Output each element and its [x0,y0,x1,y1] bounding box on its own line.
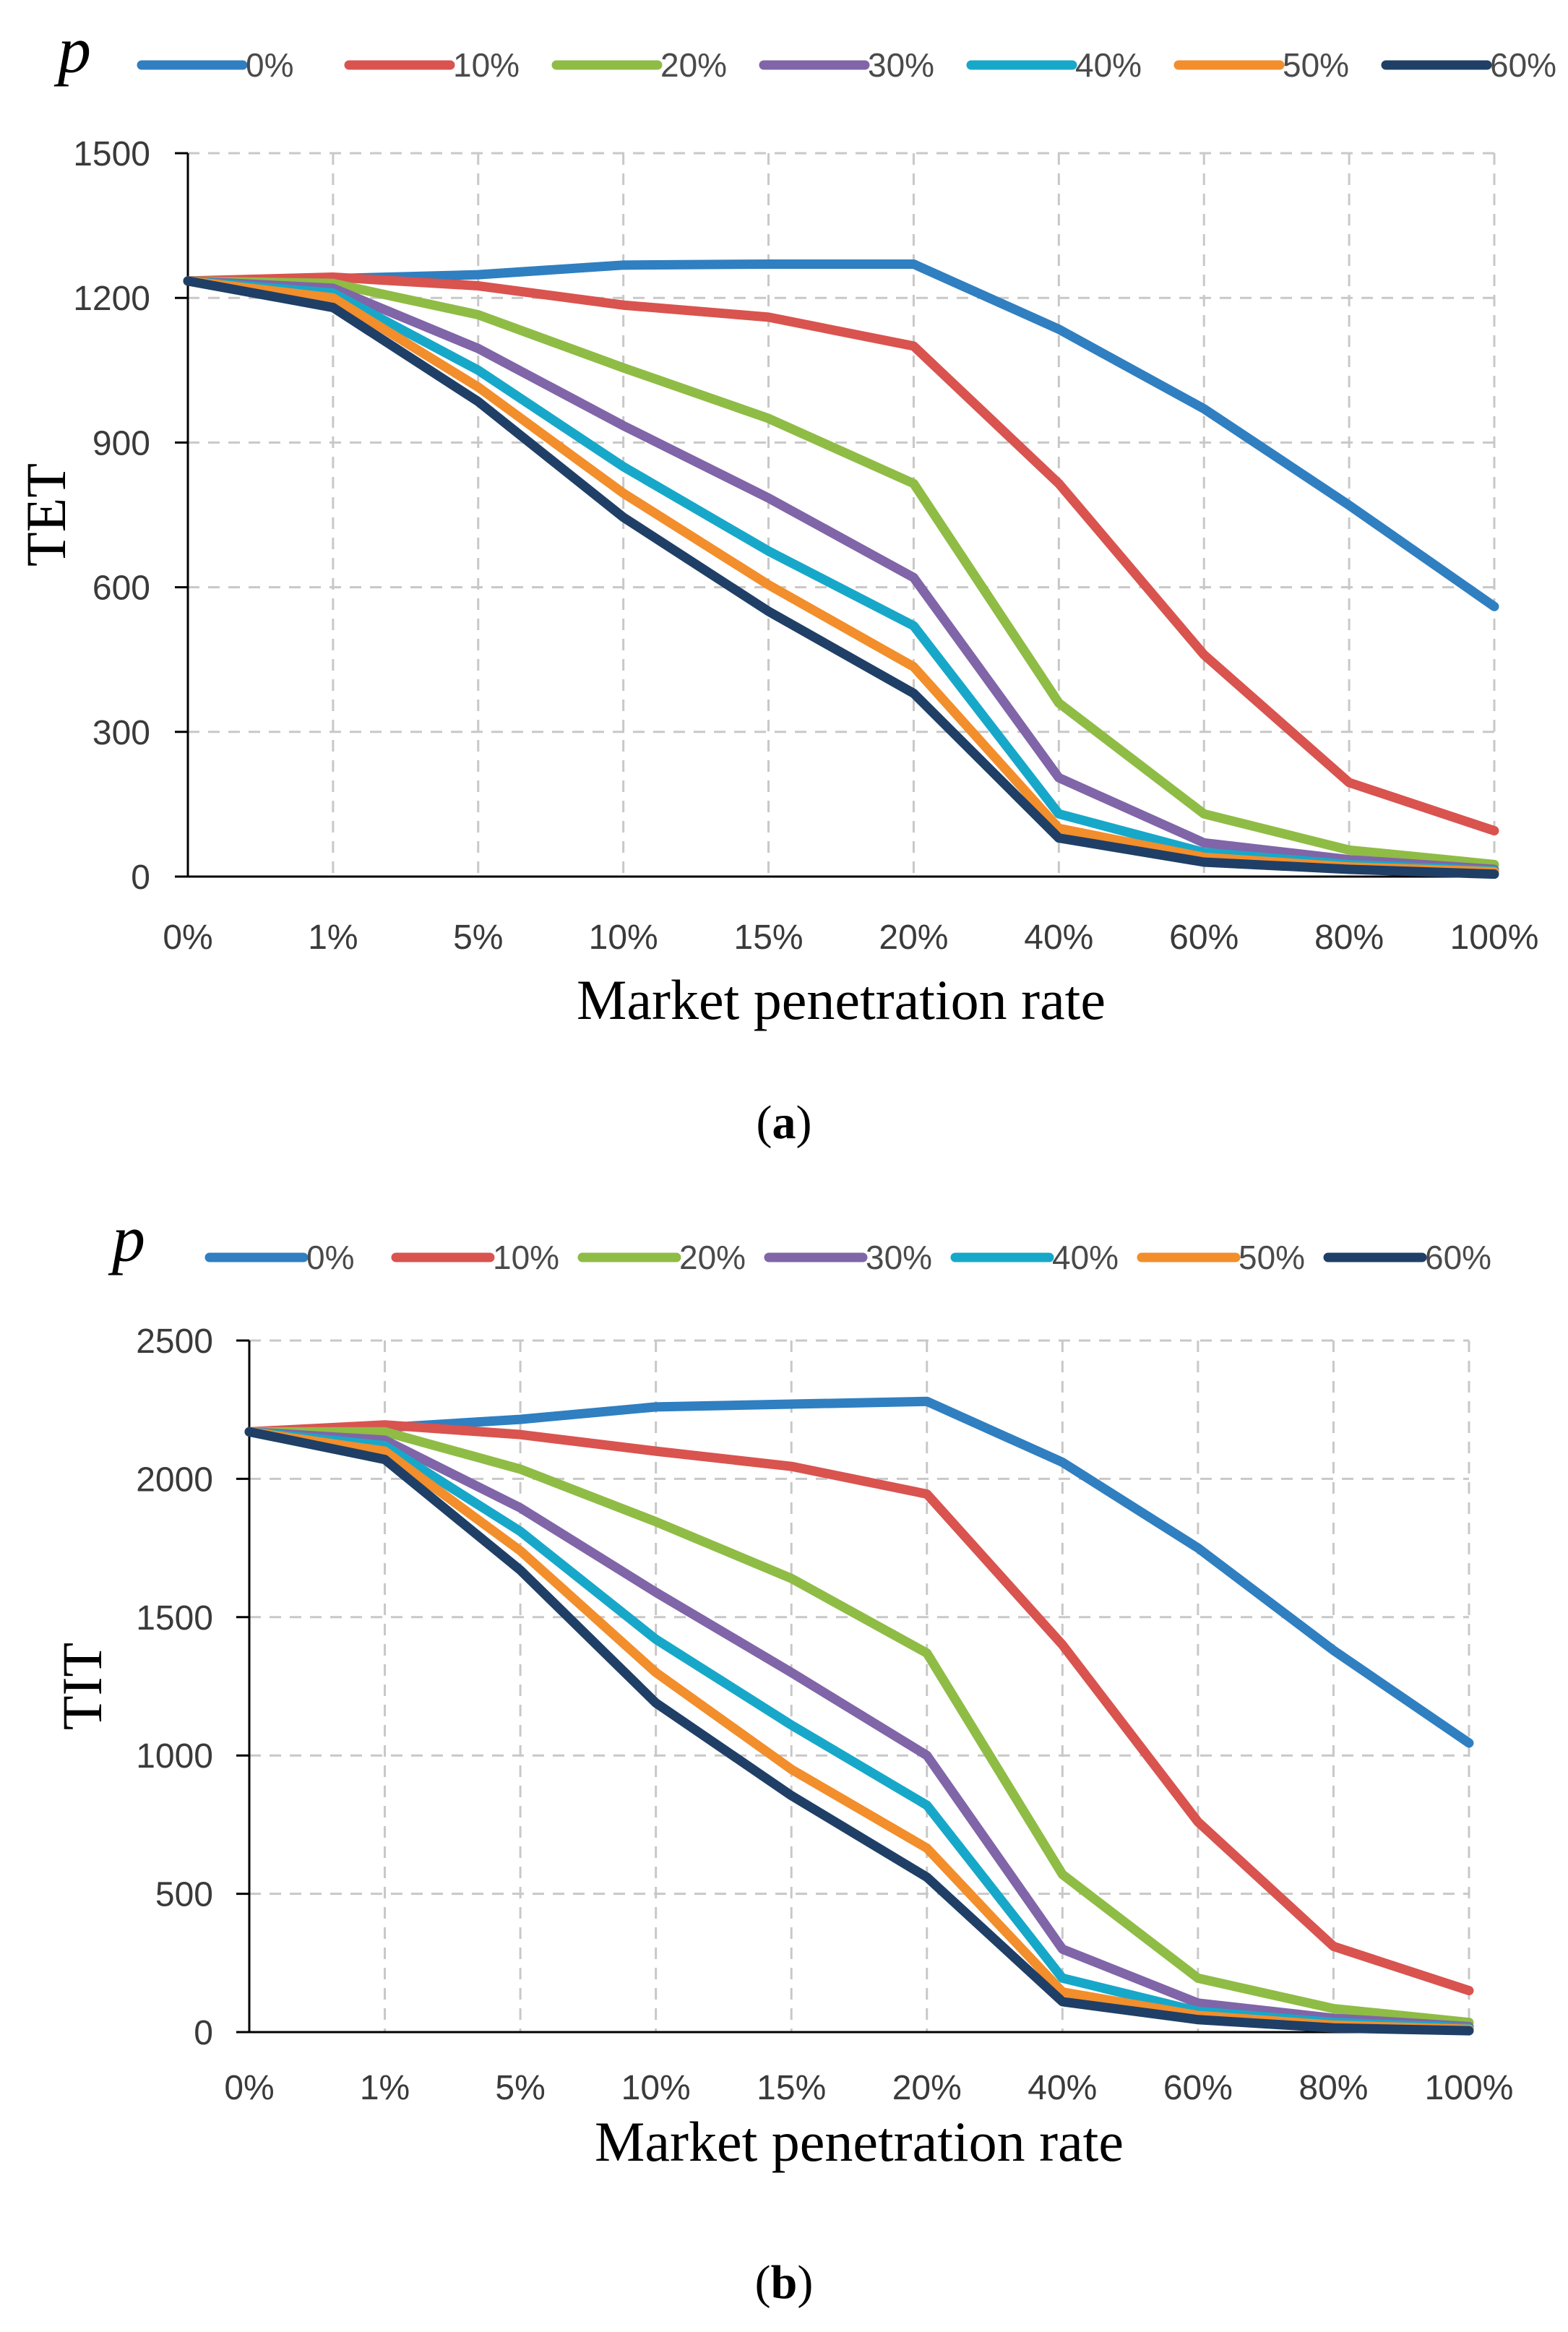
y-tick-label: 0 [194,2014,213,2052]
legend-label: 0% [306,1239,354,1276]
y-tick-label: 1500 [136,1599,213,1638]
legend-label: 20% [660,46,727,84]
series-line-30pct [183,276,1499,874]
x-tick-label: 80% [1298,2069,1368,2107]
series-line-60pct [244,1427,1474,2036]
y-tick-label: 1200 [73,280,150,318]
legend-label: 40% [1052,1239,1119,1276]
legend-label: 60% [1425,1239,1491,1276]
legend-title: p [108,1202,145,1275]
x-tick-label: 0% [163,918,212,957]
legend-label: 0% [246,46,293,84]
legend-label: 20% [679,1239,746,1276]
x-tick-label: 100% [1425,2069,1514,2107]
panel-caption: (b) [755,2256,814,2309]
panel-caption-letter: a [772,1096,796,1149]
legend-label: 60% [1490,46,1556,84]
series-line-20pct [244,1427,1474,2028]
x-axis-title: Market penetration rate [577,968,1106,1031]
series-line-50pct [183,276,1499,877]
x-tick-label: 10% [589,918,658,957]
legend-label: 10% [453,46,520,84]
y-tick-label: 1500 [73,135,150,173]
x-axis-title: Market penetration rate [595,2110,1124,2173]
x-tick-label: 60% [1169,918,1239,957]
x-tick-label: 5% [495,2069,545,2107]
x-tick-label: 20% [892,2069,962,2107]
series-group [183,259,1499,879]
legend: p 0% 10% 20% 30% 40% 50% 60% [53,13,1556,87]
x-tick-label: 5% [453,918,503,957]
legend-label: 50% [1239,1239,1305,1276]
y-tick-label: 2500 [136,1322,213,1361]
x-tick-label: 0% [224,2069,274,2107]
series-line-40pct [183,276,1499,876]
legend: p 0% 10% 20% 30% 40% 50% 60% [108,1202,1491,1276]
series-line-40pct [244,1427,1474,2033]
x-tick-label: 40% [1028,2069,1097,2107]
panel-caption-letter: b [771,2256,798,2309]
x-tick-label: 15% [734,918,804,957]
x-tick-label: 100% [1450,918,1539,957]
y-tick-label: 0 [131,859,150,897]
series-line-10pct [183,272,1499,836]
y-axis-title: TET [14,463,77,567]
series-line-60pct [183,276,1499,879]
y-tick-label: 600 [92,569,150,608]
x-tick-label: 80% [1314,918,1384,957]
legend-label: 30% [868,46,934,84]
series-line-30pct [244,1427,1474,2031]
legend-label: 50% [1283,46,1349,84]
series-line-50pct [244,1427,1474,2034]
legend-label: 30% [866,1239,932,1276]
y-tick-label: 500 [155,1876,213,1914]
series-line-20pct [183,276,1499,869]
x-tick-label: 40% [1024,918,1093,957]
x-tick-label: 15% [757,2069,826,2107]
chart-panel-a: 0 300 600 900 1200 1500 0% 1% 5% 10% 15% 20% 40% 60% 8… [14,13,1556,1149]
x-tick-label: 10% [621,2069,691,2107]
y-tick-label: 300 [92,714,150,752]
y-axis-title: TIT [51,1643,113,1730]
legend-title: p [53,13,91,87]
x-tick-label: 1% [360,2069,410,2107]
series-group [244,1396,1474,2036]
y-tick-label: 1000 [136,1737,213,1776]
legend-label: 40% [1075,46,1142,84]
series-line-10pct [244,1420,1474,1996]
x-tick-label: 60% [1163,2069,1233,2107]
chart-panel-b: 0 500 1000 1500 2000 2500 0% 1% 5% 10% 15% 20% 40% 60… [51,1202,1513,2309]
series-line-0pct [244,1396,1474,1748]
x-tick-label: 1% [308,918,358,957]
panel-caption: (a) [757,1096,812,1149]
y-tick-label: 2000 [136,1460,213,1499]
y-tick-label: 900 [92,424,150,462]
series-line-0pct [183,259,1499,611]
legend-label: 10% [493,1239,559,1276]
x-tick-label: 20% [879,918,948,957]
